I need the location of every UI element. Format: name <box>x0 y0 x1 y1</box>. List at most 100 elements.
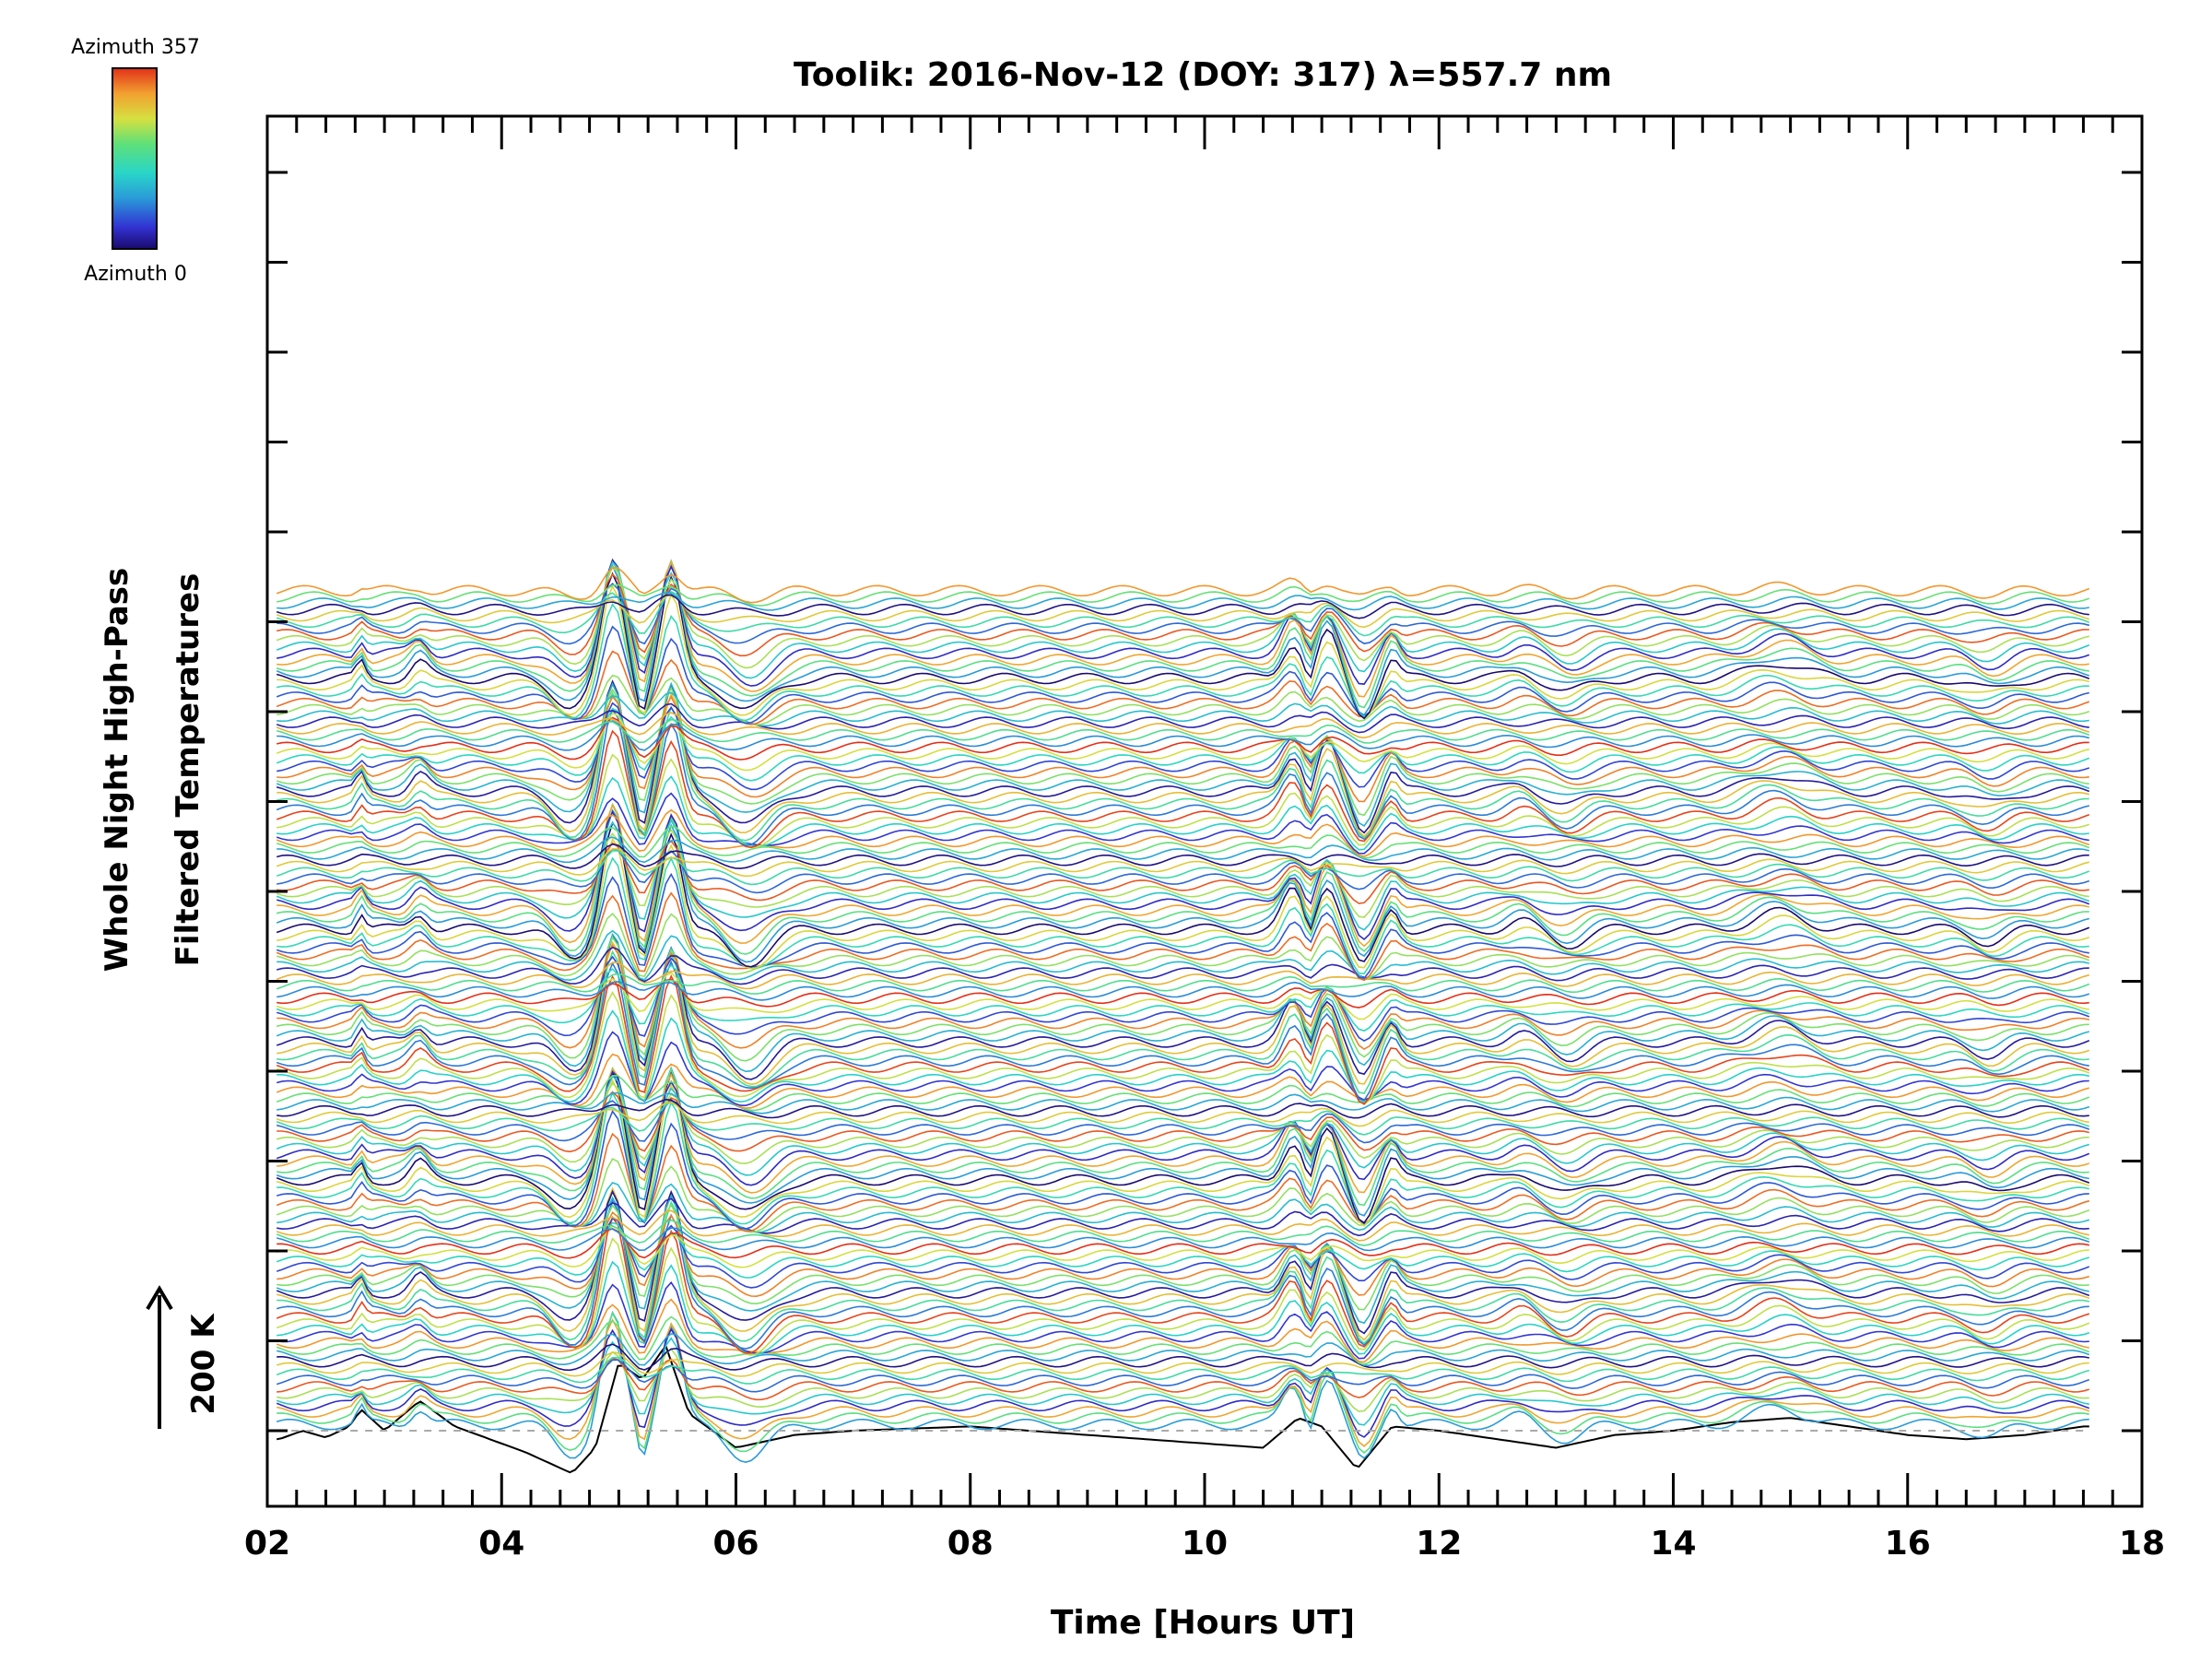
series-line <box>276 1194 2089 1325</box>
series-line <box>276 913 2090 981</box>
series-line <box>276 1350 2089 1377</box>
series-line <box>276 682 2089 838</box>
series-line <box>276 1343 2089 1372</box>
x-tick-label: 10 <box>1182 1525 1228 1563</box>
series-line <box>276 872 2089 979</box>
series-line <box>276 702 2089 734</box>
series-line <box>276 1066 2089 1207</box>
series-line <box>276 843 2089 869</box>
series-line <box>276 1186 2090 1341</box>
series-line <box>276 592 2089 611</box>
x-tick-label: 04 <box>478 1525 524 1563</box>
series-line <box>276 1228 2089 1259</box>
series-line <box>276 932 2090 1073</box>
series-line <box>276 712 2090 772</box>
series-line <box>276 1091 2089 1227</box>
series-line <box>276 1203 2089 1311</box>
series-line <box>276 1315 2090 1365</box>
series-line <box>276 1209 2089 1242</box>
series-line <box>276 840 2089 904</box>
colorbar-top-label: Azimuth 357 <box>71 36 200 59</box>
axes: 02 04 06 08 10 12 14 16 18 <box>244 114 2165 1563</box>
series-line <box>276 1310 2089 1464</box>
series-line <box>276 1211 2090 1298</box>
series-line <box>276 584 2089 720</box>
series-line <box>276 558 2089 698</box>
series-line <box>276 836 2089 864</box>
series-line <box>276 1311 2089 1455</box>
colorbar-bottom-label: Azimuth 0 <box>84 263 187 286</box>
y-axis-label-line1: Whole Night High-Pass <box>99 568 135 973</box>
series-line <box>276 949 2089 1094</box>
series-line <box>276 848 2090 894</box>
series-line <box>276 707 2090 782</box>
series-line <box>276 1221 2090 1279</box>
series-line <box>276 856 2089 975</box>
series-line <box>276 973 2090 1105</box>
series-line <box>276 718 2090 744</box>
series-line <box>276 686 2089 817</box>
series-line <box>276 729 2090 849</box>
series-line <box>276 848 2090 878</box>
series-line <box>276 1081 2089 1164</box>
series-line <box>276 681 2090 827</box>
series-line <box>276 1009 2089 1103</box>
series-line <box>276 584 2090 607</box>
series-line <box>276 594 2089 619</box>
series-line <box>276 582 2090 645</box>
series-line <box>276 695 2089 803</box>
series-line <box>276 929 2089 982</box>
scale-arrow-head <box>146 1285 173 1311</box>
series-line <box>276 679 2090 834</box>
series-line <box>276 720 2090 751</box>
series-line <box>276 973 2090 995</box>
series-line <box>276 1109 2089 1230</box>
series-line <box>276 1225 2089 1268</box>
series-line <box>276 1070 2090 1224</box>
series-line <box>276 828 2089 918</box>
series-line <box>276 572 2089 657</box>
series-line <box>276 1333 2090 1366</box>
series-line <box>276 1317 2090 1447</box>
series-line <box>276 1357 2090 1401</box>
series-line <box>276 572 2090 720</box>
series-line <box>276 961 2090 990</box>
series-group <box>276 558 2090 1474</box>
series-line <box>276 981 2090 1001</box>
series-line <box>276 1344 2089 1474</box>
series-line <box>276 802 2089 955</box>
series-line <box>276 936 2089 1062</box>
x-tick-label: 08 <box>947 1525 994 1563</box>
series-line <box>276 602 2089 722</box>
series-line <box>276 960 2089 1102</box>
series-line <box>276 963 2090 1032</box>
series-line <box>276 1132 2090 1233</box>
series-line <box>276 716 2089 761</box>
series-line <box>276 955 2090 1043</box>
colorbar <box>112 67 158 250</box>
series-line <box>276 850 2090 886</box>
series-line <box>276 1215 2090 1354</box>
series-line <box>276 991 2090 1105</box>
series-line <box>276 1348 2089 1412</box>
series-line <box>276 559 2089 709</box>
x-tick-label: 14 <box>1650 1525 1696 1563</box>
series-line <box>276 1337 2089 1426</box>
series-line <box>276 1102 2089 1127</box>
series-line <box>276 891 2090 982</box>
series-line <box>276 625 2089 725</box>
series-line <box>276 1053 2090 1109</box>
series-line <box>276 940 2090 1086</box>
series-line <box>276 1359 2090 1393</box>
series-line <box>276 708 2090 846</box>
series-line <box>276 1091 2089 1153</box>
x-tick-label: 02 <box>244 1525 290 1563</box>
series-line <box>276 803 2089 948</box>
x-tick-label: 06 <box>712 1525 759 1563</box>
series-line <box>276 1219 2090 1246</box>
series-line <box>276 1227 2090 1252</box>
series-line <box>276 1237 2090 1356</box>
series-line <box>276 1298 2089 1363</box>
series-line <box>276 1327 2090 1438</box>
